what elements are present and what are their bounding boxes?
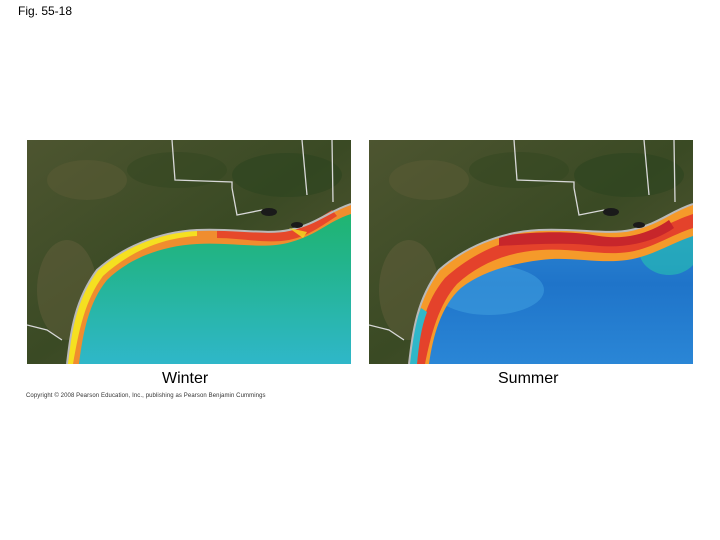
- winter-satellite-image: [27, 140, 351, 364]
- figure-label: Fig. 55-18: [18, 4, 73, 18]
- winter-caption: Winter: [162, 370, 209, 387]
- summer-satellite-image: [369, 140, 693, 364]
- summer-caption: Summer: [498, 370, 559, 387]
- copyright-notice: Copyright © 2008 Pearson Education, Inc.…: [26, 393, 266, 399]
